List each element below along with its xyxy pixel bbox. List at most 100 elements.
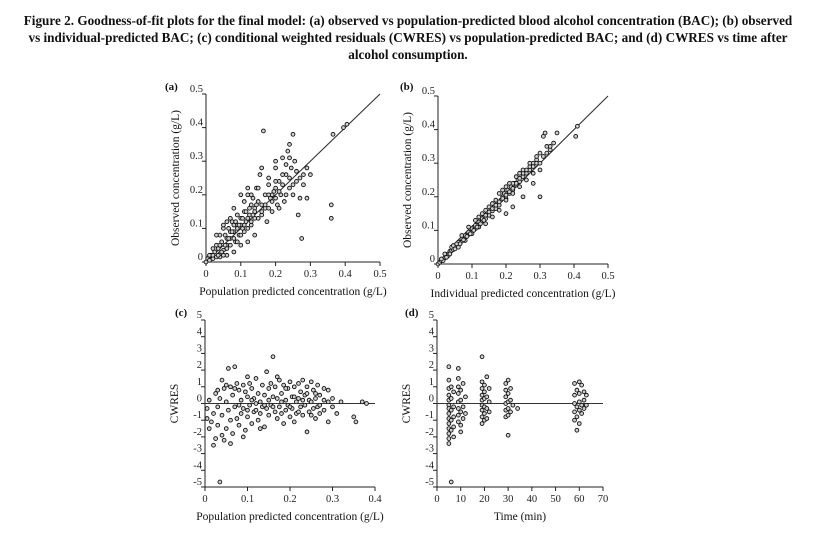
data-point [266,386,272,391]
data-point [353,419,359,425]
data-point [238,232,244,238]
y-tick-label: -5 [425,477,434,488]
x-tick-label: 0.2 [283,494,296,505]
data-point [317,411,323,416]
data-point [527,160,533,166]
data-point [298,404,303,410]
x-axis-title: Time (min) [494,511,546,523]
data-point [315,382,320,388]
panel-a: (a) 0 0.1 0.2 0.3 0.4 0.5 0 0.1 0.2 0.3 0.4 0.5 Popul… [165,81,387,298]
data-point [259,209,265,214]
y-tick-label: -3 [425,444,434,455]
data-point [455,384,461,390]
x-tick-label: 0.1 [241,494,254,505]
y-tick-label: 1 [429,377,434,388]
data-point [446,377,452,383]
data-point [287,414,293,420]
data-point [581,397,587,403]
data-point [215,252,221,258]
data-point [473,217,478,223]
data-point [249,397,255,403]
data-point [308,412,314,418]
data-point [461,237,466,243]
data-point [228,417,233,423]
data-point [486,386,492,391]
data-point [234,239,240,245]
data-point [232,404,238,410]
data-point [330,396,335,401]
data-point [458,409,464,415]
data-point [574,427,580,433]
data-point [496,191,502,196]
data-point [463,394,468,400]
data-point [250,212,256,218]
data-point [215,422,221,428]
data-point [308,399,314,405]
data-point [573,133,579,139]
data-point [206,397,212,403]
data-point [446,421,452,426]
data-point [537,194,543,200]
data-point [579,382,585,388]
data-point [500,187,505,193]
data-point [295,212,301,218]
data-point [232,386,238,391]
data-point [223,382,229,388]
data-point [325,399,331,405]
data-point [508,397,513,403]
data-point [524,177,529,183]
data-point [245,185,251,191]
data-point [334,411,340,416]
data-point [479,407,485,413]
data-point [479,421,485,426]
data-point [204,406,210,411]
data-point [231,236,237,241]
data-point [297,195,303,201]
data-point [228,242,233,248]
data-point [330,131,336,137]
data-point [486,204,492,210]
data-point [455,391,461,396]
data-point [484,416,490,421]
data-point [213,391,218,396]
data-point [219,432,225,438]
x-tick-label: 0.3 [533,271,546,282]
data-point [325,387,331,393]
data-point [311,387,316,393]
data-point [236,387,242,393]
data-point [249,421,255,426]
data-point [245,394,250,400]
panel-label: (d) [405,307,419,319]
data-point [236,402,242,408]
data-point [245,374,250,380]
data-point [479,414,485,420]
data-point [215,404,221,410]
data-point [463,411,468,416]
y-tick-label: -4 [425,460,434,471]
data-point [273,179,278,184]
data-point [503,192,509,198]
data-point [268,381,274,386]
data-point [460,404,466,410]
data-point [277,377,282,383]
data-point [490,214,495,220]
data-point [517,184,522,190]
y-tick-label: 0.2 [190,185,203,196]
y-tick-label: 0.4 [422,120,436,131]
data-point [290,131,296,137]
data-point [266,182,271,188]
data-point [231,205,237,211]
data-point [508,409,513,415]
data-point [471,228,477,233]
data-point [274,416,280,421]
data-point [446,364,452,370]
data-point [574,414,580,420]
x-tick-label: 0 [435,271,440,282]
data-point [276,205,282,211]
data-point [547,144,553,149]
data-point [266,175,271,181]
data-point [240,406,246,411]
data-point [455,376,461,381]
data-point [338,399,344,405]
data-point [272,384,278,390]
